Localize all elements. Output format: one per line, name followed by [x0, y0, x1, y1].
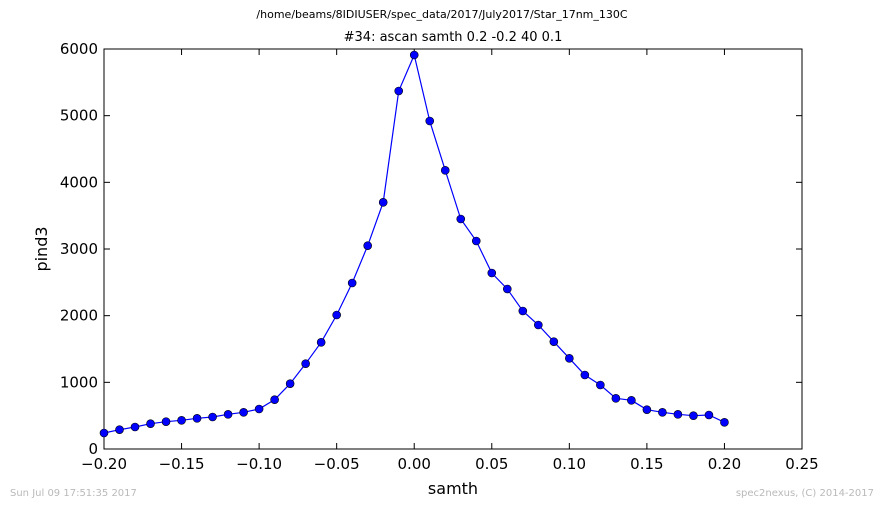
data-point	[596, 380, 605, 390]
data-point	[99, 428, 109, 438]
x-tick-label: 0.25	[785, 455, 818, 473]
y-axis: 0 1000 2000 3000 4000 5000 6000	[60, 40, 802, 458]
x-axis: −0.20 −0.15 −0.10 −0.05 0.00 0.05 0.10 0.15 0.20…	[81, 49, 819, 473]
y-tick-label: 5000	[60, 107, 98, 125]
data-point	[130, 422, 140, 432]
data-point	[720, 418, 729, 427]
data-point	[487, 268, 497, 278]
data-point	[673, 410, 683, 419]
data-point	[161, 417, 171, 426]
x-tick-label: 0.20	[708, 455, 741, 473]
data-point	[177, 416, 186, 425]
data-point	[658, 408, 667, 417]
file-path-title: /home/beams/8IDIUSER/spec_data/2017/July…	[256, 8, 628, 21]
data-point	[502, 284, 512, 294]
data-point	[534, 320, 543, 330]
data-point	[378, 198, 388, 207]
data-point	[270, 395, 279, 404]
y-tick-label: 0	[88, 440, 98, 458]
x-axis-label: samth	[428, 479, 478, 498]
y-tick-label: 1000	[60, 373, 98, 391]
data-point	[580, 370, 590, 380]
x-tick-label: 0.05	[475, 455, 508, 473]
y-tick-label: 6000	[60, 40, 98, 58]
data-point	[425, 116, 435, 126]
data-point	[549, 337, 559, 346]
series-line	[103, 53, 725, 434]
y-axis-label: pind3	[32, 226, 51, 271]
data-point	[285, 379, 295, 388]
axes-border	[103, 48, 803, 450]
data-point	[456, 214, 466, 224]
footer-credit: spec2nexus, (C) 2014-2017	[735, 488, 874, 499]
x-tick-label: 0.10	[553, 455, 586, 473]
data-point	[115, 425, 124, 434]
axes-frame	[103, 48, 803, 450]
data-point	[409, 50, 419, 60]
x-tick-label: −0.20	[81, 455, 127, 473]
data-point	[471, 236, 481, 246]
data-point	[239, 408, 248, 417]
x-tick-label: −0.15	[159, 455, 205, 473]
x-tick-label: −0.10	[236, 455, 282, 473]
data-point	[208, 412, 217, 422]
data-point	[689, 411, 698, 420]
data-point	[301, 359, 310, 368]
x-tick-label: 0.15	[630, 455, 663, 473]
data-point	[642, 405, 652, 414]
data-point	[332, 310, 341, 320]
data-point	[347, 278, 357, 288]
data-point	[146, 419, 155, 428]
data-point	[254, 404, 264, 414]
data-point	[440, 166, 450, 175]
y-tick-label: 3000	[60, 240, 98, 258]
data-point	[394, 86, 404, 96]
data-point	[518, 306, 528, 316]
y-tick-label: 4000	[60, 173, 98, 191]
x-tick-label: −0.05	[314, 455, 360, 473]
data-point	[704, 410, 714, 420]
footer-timestamp: Sun Jul 09 17:51:35 2017	[10, 488, 137, 499]
data-point	[363, 241, 372, 250]
data-point	[565, 354, 574, 363]
data-point	[316, 338, 326, 347]
data-point	[611, 394, 621, 403]
x-tick-label: 0.00	[398, 455, 431, 473]
data-series	[99, 50, 729, 438]
data-point	[192, 414, 202, 423]
data-point	[223, 410, 233, 419]
data-point	[627, 396, 636, 405]
chart-title: #34: ascan samth 0.2 -0.2 40 0.1	[343, 30, 563, 45]
y-tick-label: 2000	[60, 307, 98, 325]
